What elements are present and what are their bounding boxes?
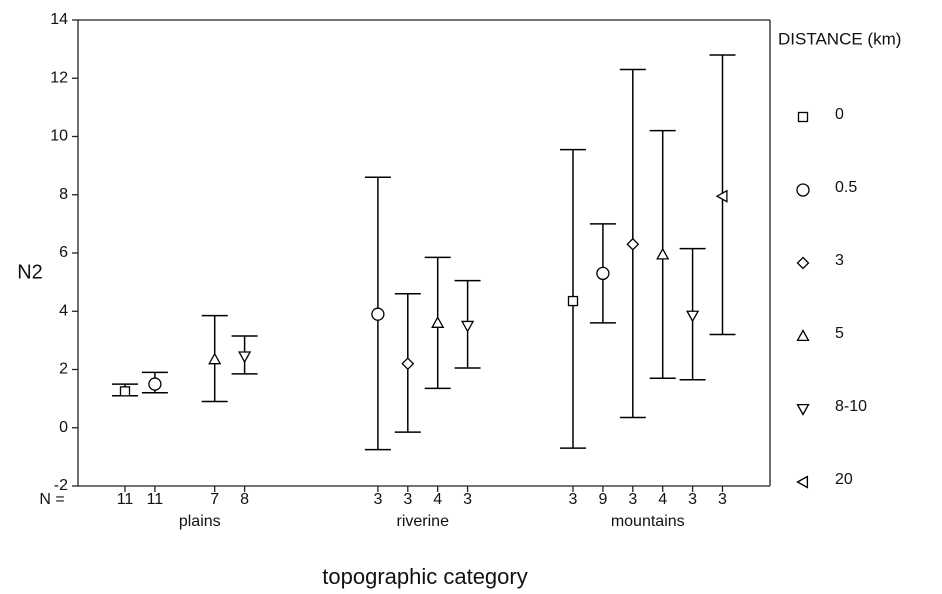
- y-tick-label: 2: [59, 361, 68, 378]
- y-tick-label: 4: [59, 302, 68, 319]
- legend-marker: [796, 256, 810, 270]
- legend-marker: [796, 475, 809, 489]
- mean-marker: [401, 357, 415, 371]
- legend-marker: [797, 111, 809, 123]
- mean-marker: [119, 386, 131, 397]
- category-label: plains: [179, 513, 221, 530]
- n-value: 3: [688, 491, 697, 508]
- category-label: mountains: [611, 513, 685, 530]
- legend-label: 0.5: [835, 179, 857, 196]
- n-value: 7: [210, 491, 219, 508]
- n-value: 8: [240, 491, 249, 508]
- mean-marker: [656, 247, 670, 260]
- n-value: 4: [433, 491, 442, 508]
- y-tick-label: 0: [59, 419, 68, 436]
- n-value: 11: [117, 491, 134, 508]
- n-value: 3: [569, 491, 578, 508]
- mean-marker: [460, 320, 475, 333]
- n-value: 9: [598, 491, 607, 508]
- n-value: 3: [463, 491, 472, 508]
- mean-marker: [208, 352, 222, 365]
- n-value: 11: [147, 491, 164, 508]
- n-value: 3: [718, 491, 727, 508]
- y-tick-label: 12: [50, 69, 68, 86]
- legend-marker: [796, 403, 810, 416]
- y-tick-label: 6: [59, 244, 68, 261]
- legend-marker: [796, 183, 810, 197]
- legend-marker: [796, 329, 810, 342]
- y-tick-label: 10: [50, 128, 68, 145]
- legend-label: 20: [835, 471, 853, 488]
- n-value: 3: [628, 491, 637, 508]
- legend-label: 0: [835, 106, 844, 123]
- legend-title: DISTANCE (km): [778, 29, 901, 48]
- y-axis-label: N2: [17, 261, 43, 283]
- y-tick-label: 8: [59, 186, 68, 203]
- mean-marker: [431, 316, 445, 328]
- mean-marker: [596, 266, 610, 281]
- mean-marker: [626, 237, 640, 251]
- legend-label: 3: [835, 252, 844, 269]
- legend-label: 8-10: [835, 398, 867, 415]
- x-axis-label: topographic category: [322, 564, 527, 589]
- legend-label: 5: [835, 325, 844, 342]
- n-label: N =: [39, 491, 64, 508]
- mean-marker: [237, 351, 252, 364]
- mean-marker: [371, 307, 385, 321]
- n-value: 3: [373, 491, 382, 508]
- n-value: 3: [403, 491, 412, 508]
- mean-marker: [148, 377, 162, 391]
- category-label: riverine: [397, 513, 450, 530]
- mean-marker: [567, 295, 579, 307]
- mean-marker: [685, 310, 700, 323]
- mean-marker: [715, 189, 728, 203]
- n-value: 4: [658, 491, 667, 508]
- y-tick-label: -2: [54, 477, 68, 494]
- y-tick-label: 14: [50, 11, 68, 28]
